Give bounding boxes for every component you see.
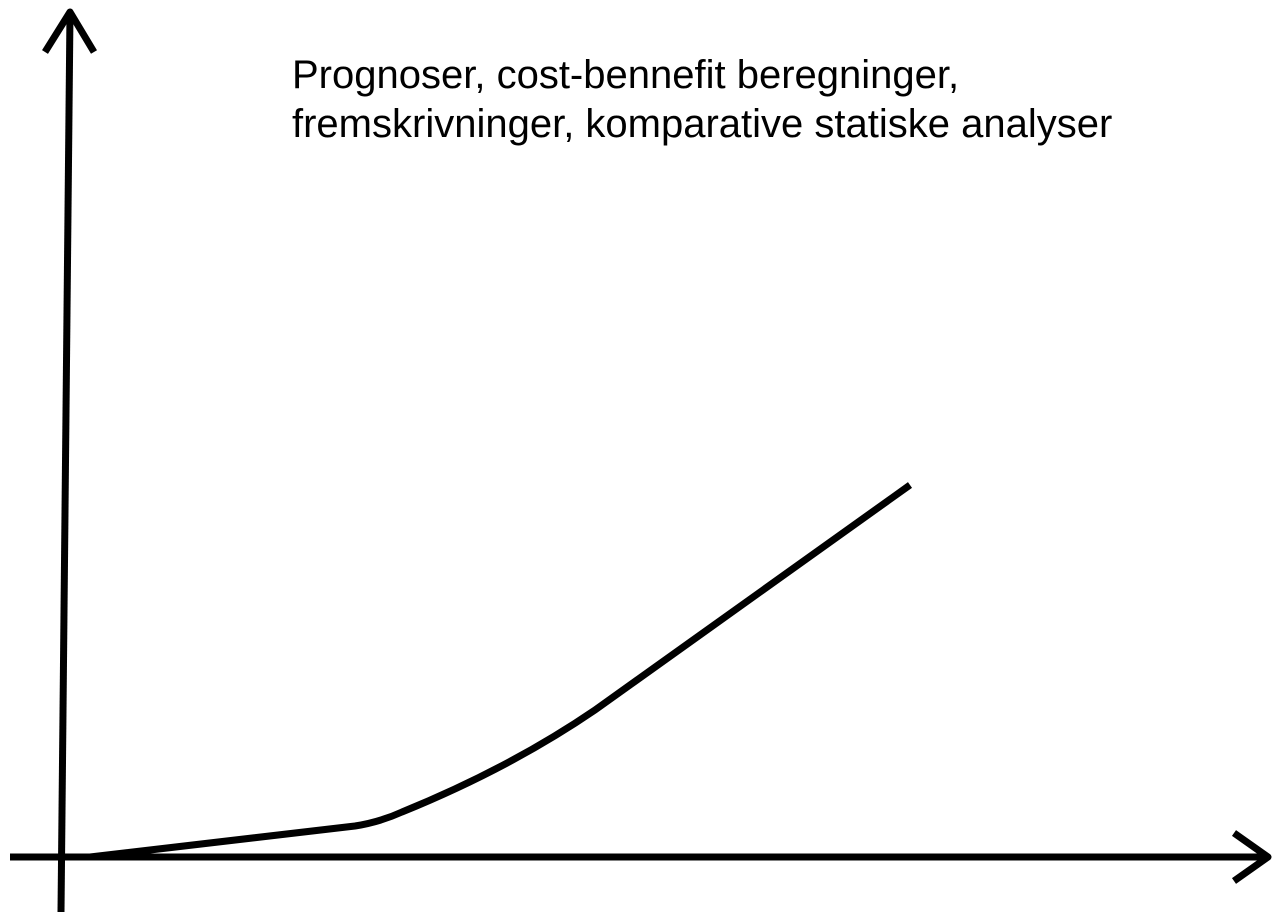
- y-axis: [57, 11, 74, 913]
- annotation-line: Prognoser, cost-bennefit beregninger,: [292, 53, 959, 97]
- curve: [89, 482, 913, 861]
- annotation-line: fremskrivninger, komparative statiske an…: [292, 102, 1112, 146]
- x-axis-arrowhead: [1231, 830, 1272, 884]
- y-axis-arrowhead: [42, 8, 98, 54]
